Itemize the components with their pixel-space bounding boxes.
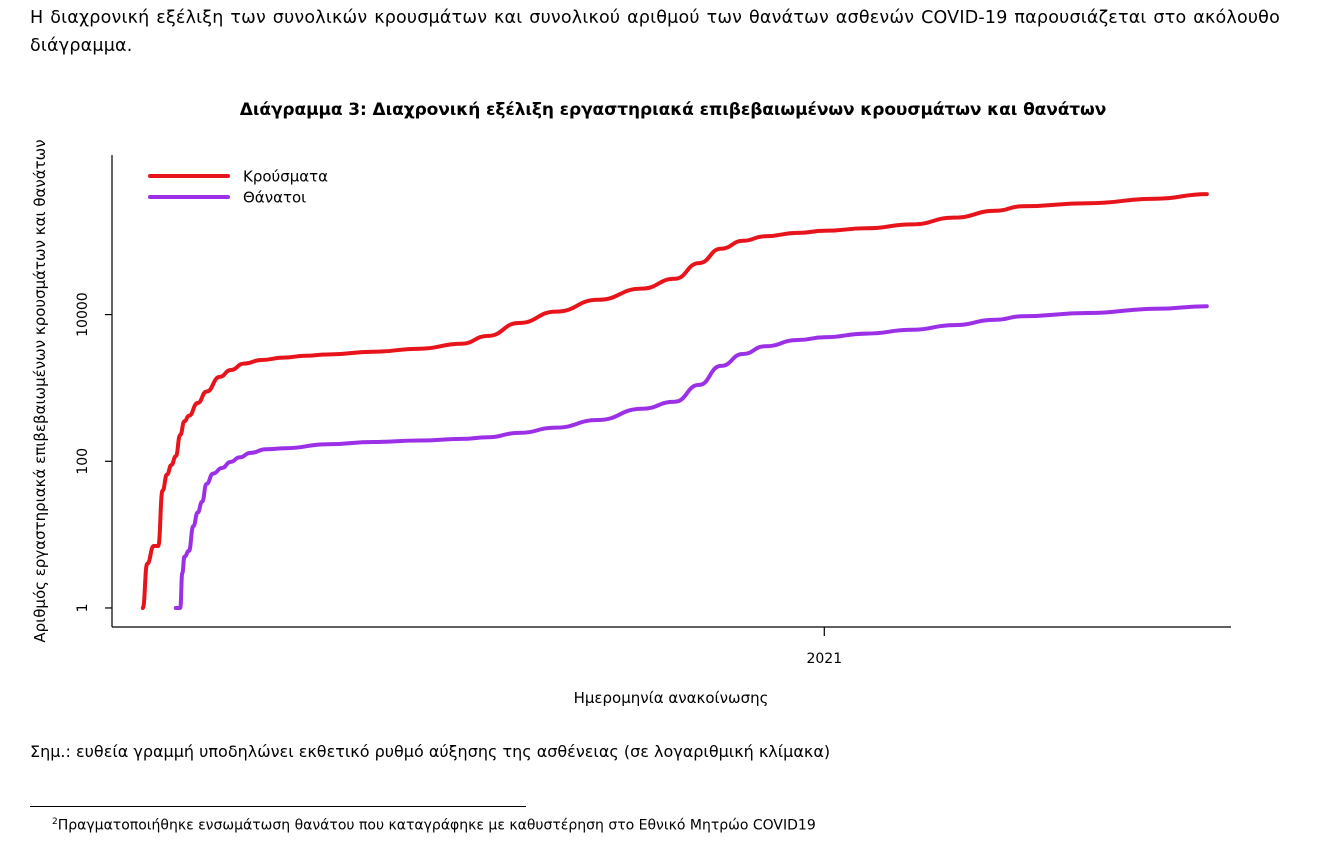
x-tick-label: 2021 <box>806 651 842 667</box>
chart-note: Σημ.: ευθεία γραμμή υποδηλώνει εκθετικό … <box>30 742 831 761</box>
footnote-text: Πραγματοποιήθηκε ενσωμάτωση θανάτου που … <box>57 817 816 834</box>
series-line-cases <box>140 192 1209 610</box>
y-tick-label: 10000 <box>75 292 91 337</box>
y-tick-label: 100 <box>75 448 91 475</box>
legend-label-deaths: Θάνατοι <box>243 189 306 207</box>
chart-title: Διάγραμμα 3: Διαχρονική εξέλιξη εργαστηρ… <box>239 100 1107 120</box>
footnote: 2Πραγματοποιήθηκε ενσωμάτωση θανάτου που… <box>52 817 816 834</box>
series-line-deaths <box>173 304 1209 611</box>
legend-label-cases: Κρούσματα <box>243 168 328 186</box>
y-tick-label: 1 <box>75 603 91 612</box>
legend: Κρούσματα Θάνατοι <box>148 168 328 207</box>
intro-paragraph: Η διαχρονική εξέλιξη των συνολικών κρουσ… <box>30 8 1280 56</box>
series-lines <box>140 192 1209 611</box>
axes <box>111 155 1231 628</box>
x-ticks: 2021 <box>806 627 842 667</box>
footnote-divider <box>30 806 526 807</box>
y-ticks: 1 100 10000 <box>75 292 112 612</box>
x-axis-label: Ημερομηνία ανακοίνωσης <box>574 689 769 707</box>
y-axis-label: Αριθμός εργαστηριακά επιβεβαιωμένων κρου… <box>31 139 49 642</box>
footnote-number: 2 <box>52 817 58 827</box>
